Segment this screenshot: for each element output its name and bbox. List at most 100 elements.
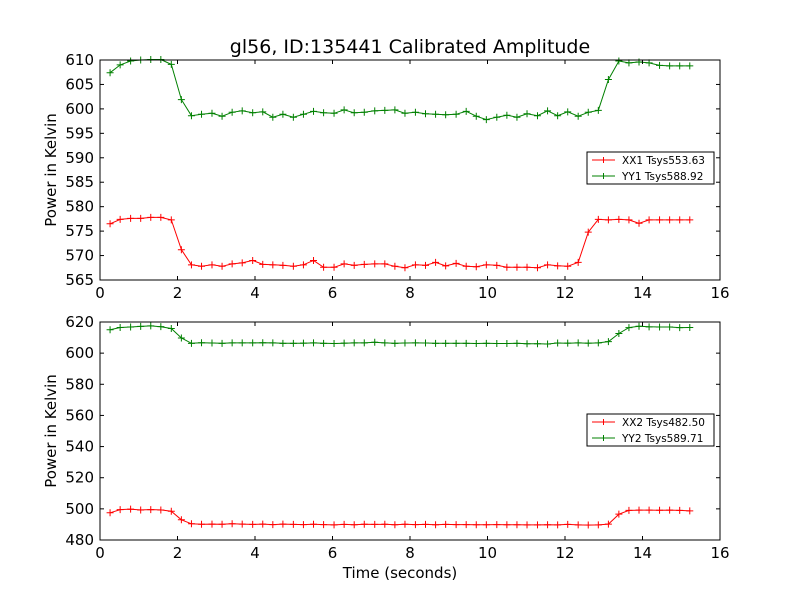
data-point — [401, 520, 409, 528]
data-point — [544, 521, 552, 529]
data-point — [371, 107, 379, 115]
data-point — [442, 339, 450, 347]
data-point — [147, 506, 155, 514]
data-point — [116, 323, 124, 331]
x-tick-label: 2 — [173, 544, 183, 562]
data-point — [594, 521, 602, 529]
data-point — [411, 521, 419, 529]
data-point — [503, 521, 511, 529]
data-point — [615, 330, 623, 338]
data-point — [269, 261, 277, 269]
data-point — [208, 109, 216, 117]
data-point — [401, 339, 409, 347]
data-point — [656, 216, 664, 224]
legend-marker — [600, 419, 607, 425]
data-point — [279, 261, 287, 269]
subplot-1: 0 2 4 6 8 10 12 14 16 565 570 575 580 585 590 595 600 605… — [42, 51, 730, 302]
data-point — [177, 516, 185, 524]
data-point — [127, 505, 135, 513]
data-point — [177, 334, 185, 342]
data-point — [686, 62, 694, 70]
data-point — [381, 106, 389, 114]
data-point — [391, 521, 399, 529]
data-point — [147, 213, 155, 221]
series-line-1-2 — [109, 59, 690, 121]
legend-entry: YY1 Tsys588.92 — [621, 171, 703, 183]
y-tick-label: 600 — [65, 100, 94, 118]
data-point — [523, 263, 531, 271]
legend: XX1 Tsys553.63 YY1 Tsys588.92 — [586, 151, 715, 185]
data-point — [391, 106, 399, 114]
data-point — [279, 520, 287, 528]
data-point — [167, 216, 175, 224]
data-point — [452, 259, 460, 267]
data-point — [106, 69, 114, 77]
data-point — [177, 246, 185, 254]
data-point — [167, 60, 175, 68]
data-point — [218, 339, 226, 347]
legend-entry: XX2 Tsys482.50 — [622, 417, 705, 429]
data-point — [493, 113, 501, 121]
x-tick-label: 12 — [555, 284, 574, 302]
data-point — [228, 260, 236, 268]
y-tick-label: 595 — [65, 124, 94, 142]
data-point — [116, 61, 124, 69]
data-point — [208, 339, 216, 347]
data-point — [656, 61, 664, 69]
data-point — [513, 113, 521, 121]
data-point — [167, 507, 175, 515]
data-point — [533, 112, 541, 120]
data-point — [106, 509, 114, 517]
data-point — [676, 62, 684, 70]
data-point — [299, 339, 307, 347]
data-point — [482, 521, 490, 529]
data-point — [584, 521, 592, 529]
legend-marker — [600, 435, 607, 441]
data-point — [299, 110, 307, 118]
data-point — [177, 96, 185, 104]
data-point — [472, 521, 480, 529]
data-point — [269, 113, 277, 121]
x-axis-label: Time (seconds) — [342, 564, 458, 582]
data-point — [238, 520, 246, 528]
data-point — [289, 339, 297, 347]
data-point — [320, 521, 328, 529]
data-point — [320, 263, 328, 271]
data-point — [157, 213, 165, 221]
data-point — [411, 261, 419, 269]
data-point — [218, 112, 226, 120]
data-point — [635, 506, 643, 514]
x-tick-label: 6 — [328, 284, 338, 302]
data-point — [544, 340, 552, 348]
data-point — [289, 520, 297, 528]
data-point — [208, 261, 216, 269]
data-point — [544, 107, 552, 115]
data-point — [604, 338, 612, 346]
data-point — [686, 216, 694, 224]
data-point — [350, 109, 358, 117]
data-point — [208, 520, 216, 528]
x-tick-label: 14 — [633, 544, 652, 562]
data-point — [564, 339, 572, 347]
data-point — [269, 339, 277, 347]
data-point — [320, 339, 328, 347]
data-point — [422, 339, 429, 347]
data-point — [218, 520, 226, 528]
data-point — [452, 339, 460, 347]
data-point — [472, 339, 480, 347]
data-point — [249, 109, 257, 117]
data-point — [625, 216, 633, 224]
data-point — [198, 520, 206, 528]
data-point — [320, 109, 328, 117]
data-point — [482, 261, 490, 269]
data-point — [279, 110, 287, 118]
data-point — [360, 520, 368, 528]
data-point — [604, 216, 612, 224]
data-point — [432, 339, 440, 347]
data-point — [391, 339, 399, 347]
data-point — [442, 111, 450, 119]
x-tick-label: 6 — [328, 544, 338, 562]
data-point — [564, 108, 572, 116]
data-point — [137, 214, 145, 222]
data-point — [259, 339, 267, 347]
